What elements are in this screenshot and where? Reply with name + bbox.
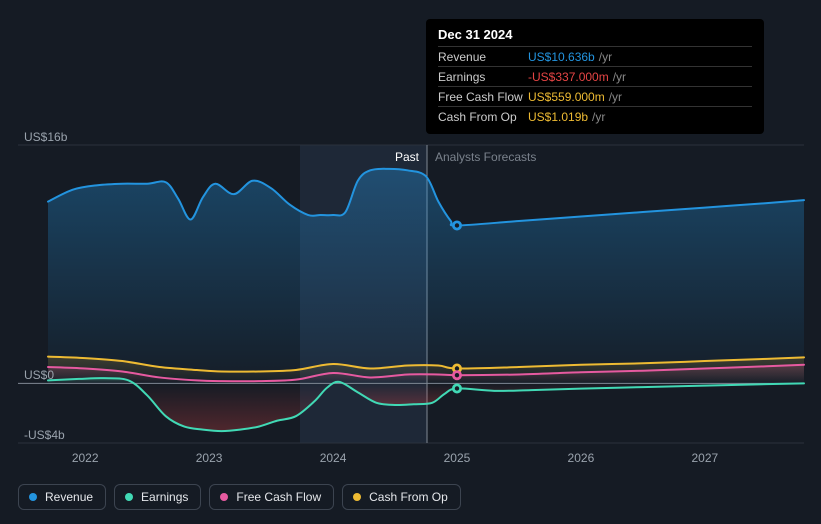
x-axis-tick-label: 2027: [691, 451, 718, 465]
earnings-marker-inner: [455, 386, 459, 390]
tooltip-row: Free Cash FlowUS$559.000m/yr: [438, 86, 752, 106]
tooltip-row: Earnings-US$337.000m/yr: [438, 66, 752, 86]
tooltip-row-value: US$10.636b: [528, 49, 595, 65]
y-axis-tick-label: US$0: [24, 368, 54, 382]
section-label-past: Past: [395, 150, 419, 164]
legend-label: Free Cash Flow: [236, 490, 321, 504]
tooltip-row-unit: /yr: [613, 69, 626, 85]
tooltip-row: RevenueUS$10.636b/yr: [438, 46, 752, 66]
y-axis-tick-label: US$16b: [24, 130, 67, 144]
earnings-area: [342, 383, 804, 405]
revenue-marker-inner: [455, 223, 459, 227]
x-axis-tick-label: 2023: [196, 451, 223, 465]
tooltip-row-unit: /yr: [609, 89, 622, 105]
x-axis-tick-label: 2022: [72, 451, 99, 465]
legend-item-revenue[interactable]: Revenue: [18, 484, 106, 510]
legend-dot-icon: [220, 493, 228, 501]
legend-dot-icon: [125, 493, 133, 501]
tooltip-row-value: US$1.019b: [528, 109, 588, 125]
tooltip-row-label: Cash From Op: [438, 109, 528, 125]
x-axis-tick-label: 2025: [444, 451, 471, 465]
legend-label: Earnings: [141, 490, 188, 504]
y-axis-tick-label: -US$4b: [24, 428, 65, 442]
x-axis-tick-label: 2024: [320, 451, 347, 465]
tooltip-row-label: Revenue: [438, 49, 528, 65]
tooltip-row-unit: /yr: [599, 49, 612, 65]
financials-chart: US$16b US$0 -US$4b 2022 2023 2024 2025 2026 202…: [0, 0, 821, 524]
legend-dot-icon: [29, 493, 37, 501]
cash_from_op-marker-inner: [455, 366, 459, 370]
legend-item-cash_from_op[interactable]: Cash From Op: [342, 484, 461, 510]
legend-item-free_cash_flow[interactable]: Free Cash Flow: [209, 484, 334, 510]
legend-dot-icon: [353, 493, 361, 501]
tooltip-row-label: Free Cash Flow: [438, 89, 528, 105]
legend-item-earnings[interactable]: Earnings: [114, 484, 201, 510]
tooltip-row-unit: /yr: [592, 109, 605, 125]
tooltip-date: Dec 31 2024: [438, 27, 752, 42]
legend-label: Revenue: [45, 490, 93, 504]
tooltip-row-value: US$559.000m: [528, 89, 605, 105]
revenue-area: [48, 169, 804, 384]
chart-tooltip: Dec 31 2024 RevenueUS$10.636b/yrEarnings…: [426, 19, 764, 134]
x-axis-tick-label: 2026: [568, 451, 595, 465]
tooltip-row: Cash From OpUS$1.019b/yr: [438, 106, 752, 126]
tooltip-row-label: Earnings: [438, 69, 528, 85]
free_cash_flow-marker-inner: [455, 373, 459, 377]
chart-legend: Revenue Earnings Free Cash Flow Cash From O…: [18, 484, 461, 510]
legend-label: Cash From Op: [369, 490, 448, 504]
section-label-forecast: Analysts Forecasts: [435, 150, 536, 164]
tooltip-row-value: -US$337.000m: [528, 69, 609, 85]
